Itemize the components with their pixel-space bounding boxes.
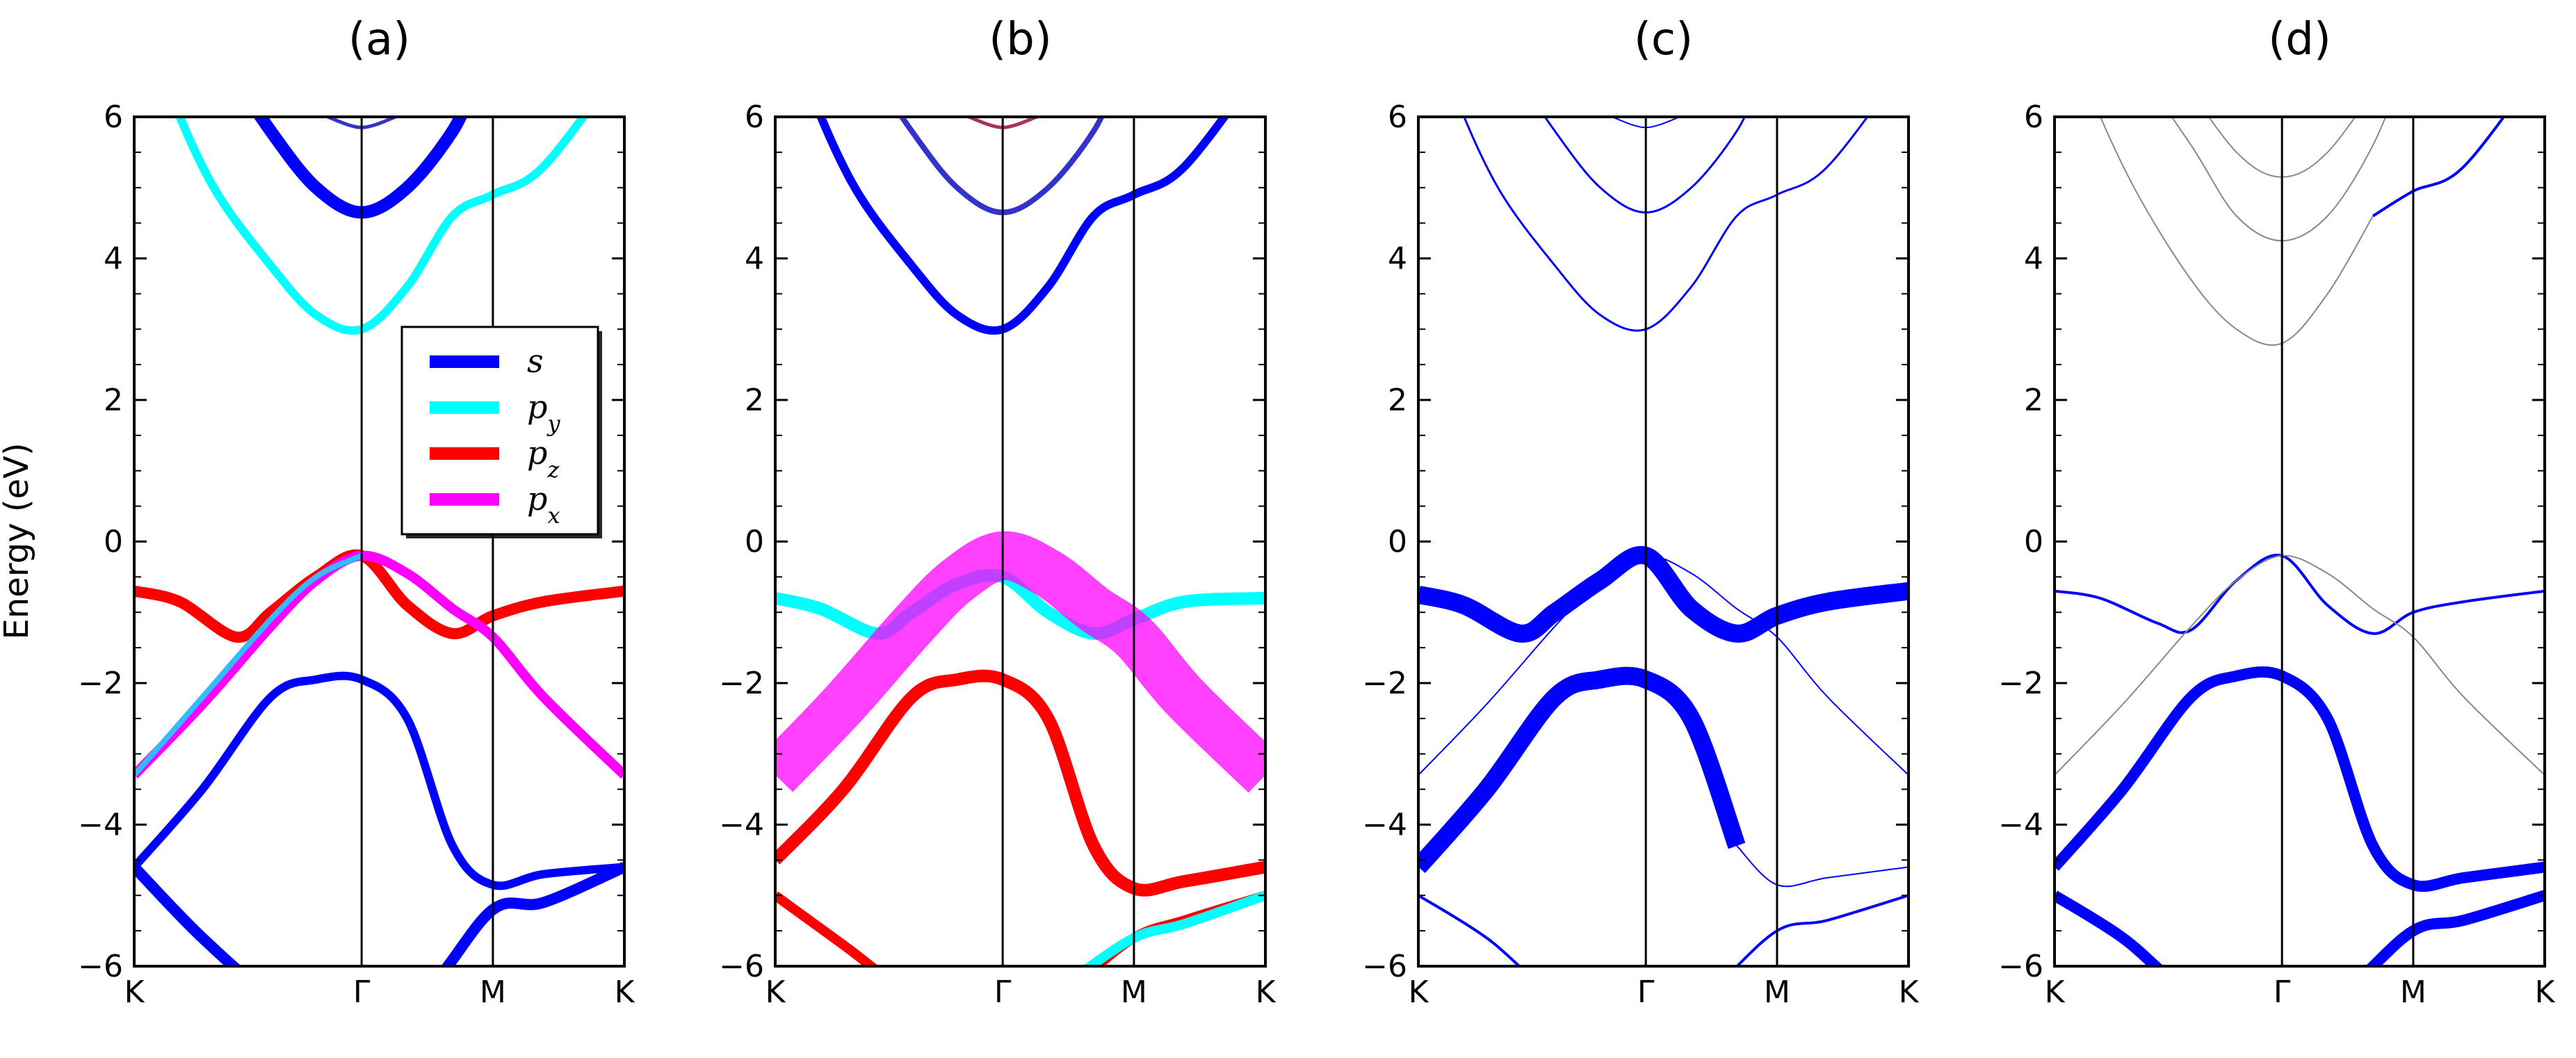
y-tick-label: 0 (2024, 524, 2043, 560)
band-band3 (134, 549, 624, 643)
band-band3 (2055, 553, 2545, 635)
x-tick-label: K (124, 975, 145, 1010)
y-tick-label: 4 (745, 241, 764, 277)
y-tick-label: 2 (745, 383, 764, 418)
bands (1418, 117, 1909, 966)
band-band1 (1418, 894, 1909, 966)
y-tick-label: −2 (78, 666, 123, 701)
y-tick-label: −4 (1998, 808, 2043, 843)
y-tick-label: 4 (104, 241, 123, 277)
x-tick-label: K (765, 975, 786, 1010)
band-band1b (1082, 890, 1265, 966)
y-tick-label: 4 (1388, 241, 1407, 277)
bands (2055, 117, 2545, 966)
band-band2 (2055, 666, 2545, 892)
x-tick-label: M (1764, 975, 1790, 1010)
y-tick-label: 2 (104, 383, 123, 418)
band-band6 (253, 117, 468, 219)
band-band1 (2055, 890, 2545, 966)
y-tick-label: −4 (78, 808, 123, 843)
band-band1 (134, 862, 624, 966)
y-tick-label: 2 (1388, 383, 1407, 418)
x-tick-label: K (2535, 975, 2556, 1010)
y-tick-label: −2 (719, 666, 764, 701)
legend-label: s (527, 342, 544, 380)
y-tick-label: −6 (78, 949, 123, 984)
legend-subscript: x (547, 502, 560, 529)
panel-title: (c) (1634, 14, 1693, 65)
x-tick-label: Γ (994, 975, 1012, 1010)
band-band3 (1418, 545, 1909, 643)
x-tick-label: M (1121, 975, 1147, 1010)
band-band2 (775, 669, 1265, 897)
band-band2 (1418, 666, 1746, 874)
y-tick-label: −6 (1362, 949, 1407, 984)
band-band4 (775, 531, 1265, 793)
band-band4 (134, 550, 624, 779)
band-band2 (134, 671, 624, 890)
band-band6 (898, 117, 1105, 216)
y-tick-label: 6 (2024, 99, 2043, 135)
y-tick-label: −2 (1362, 666, 1407, 701)
bands (775, 117, 1265, 966)
legend-subscript: z (546, 456, 560, 483)
y-tick-label: 6 (1388, 99, 1407, 135)
x-tick-label: K (1409, 975, 1429, 1010)
x-tick-label: K (1256, 975, 1277, 1010)
band-band5 (134, 553, 363, 777)
x-tick-label: K (1899, 975, 1920, 1010)
panel-title: (a) (348, 14, 410, 65)
x-tick-label: Γ (353, 975, 371, 1010)
band-band7b (2372, 117, 2506, 218)
y-tick-label: −4 (719, 808, 764, 843)
y-tick-label: −2 (1998, 666, 2043, 701)
x-tick-label: Γ (1637, 975, 1655, 1010)
y-axis-label: Energy (eV) (0, 442, 36, 639)
x-tick-label: K (2045, 975, 2066, 1010)
plot-frame (2053, 115, 2546, 968)
x-tick-label: Γ (2274, 975, 2291, 1010)
x-tick-label: M (480, 975, 506, 1010)
y-tick-label: 0 (745, 524, 764, 560)
y-tick-label: 4 (2024, 241, 2043, 277)
band-band2b (1736, 845, 1909, 888)
y-tick-label: 6 (745, 99, 764, 135)
y-tick-label: −4 (1362, 808, 1407, 843)
band-band4 (2055, 554, 2545, 776)
plot-frame (1417, 115, 1910, 968)
panel-title: (d) (2268, 14, 2331, 65)
band-band4 (1418, 554, 1909, 776)
y-tick-label: −6 (1998, 949, 2043, 984)
y-tick-label: −6 (719, 949, 764, 984)
x-tick-label: K (615, 975, 635, 1010)
panel-title: (b) (989, 14, 1052, 65)
y-tick-label: 6 (104, 99, 123, 135)
legend-subscript: y (546, 410, 560, 437)
y-tick-label: 0 (1388, 524, 1407, 560)
y-tick-label: 2 (2024, 383, 2043, 418)
band-band7 (2099, 117, 2374, 346)
band-band6 (1544, 117, 1746, 214)
y-tick-label: 0 (104, 524, 123, 560)
band-band6 (2171, 117, 2387, 242)
plot-frame (133, 115, 626, 968)
x-tick-label: M (2400, 975, 2427, 1010)
